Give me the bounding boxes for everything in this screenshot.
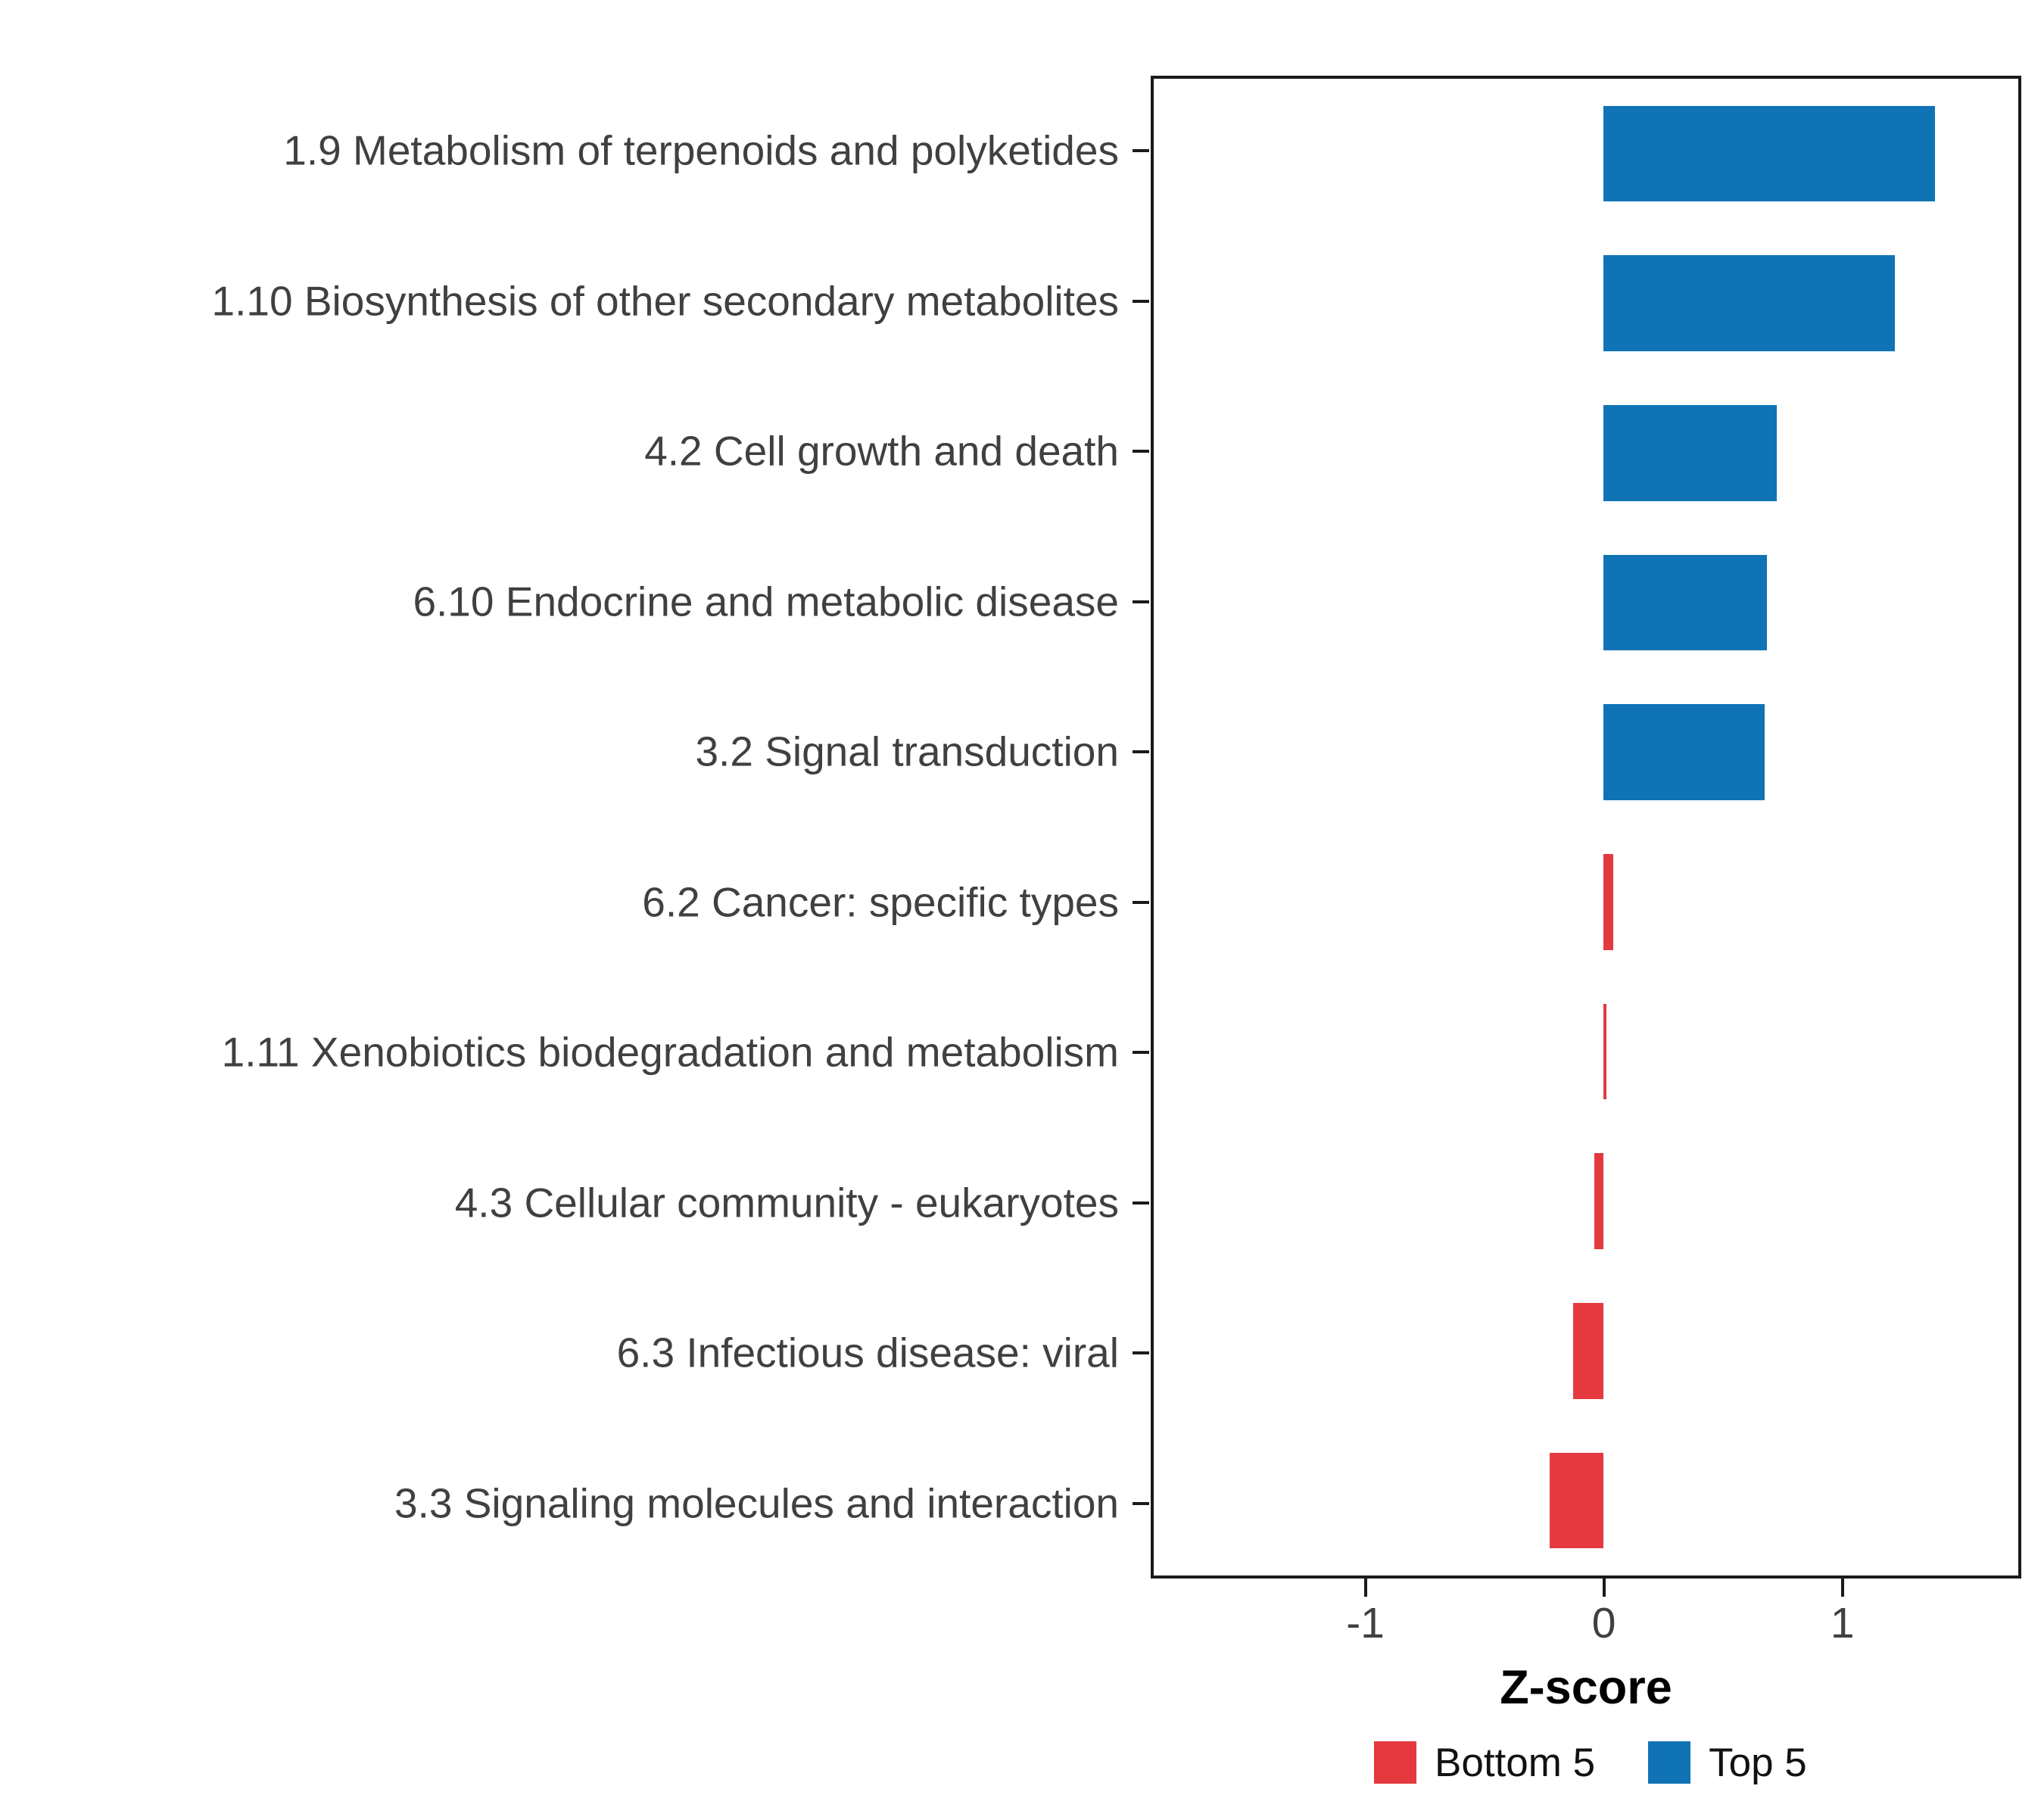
- y-axis-label: 1.9 Metabolism of terpenoids and polyket…: [283, 126, 1119, 174]
- y-axis-label: 6.3 Infectious disease: viral: [616, 1329, 1119, 1376]
- y-axis-label: 3.3 Signaling molecules and interaction: [394, 1479, 1119, 1527]
- legend-item-top5: Top 5: [1648, 1741, 1807, 1784]
- legend-item-bottom5: Bottom 5: [1374, 1741, 1595, 1784]
- x-axis-tick-labels: -1 0 1: [1151, 1602, 2021, 1655]
- bar: [1603, 404, 1777, 501]
- x-axis-tick: [1840, 1579, 1844, 1597]
- x-axis-title: Z-score: [1500, 1661, 1672, 1714]
- y-axis-tick: [1133, 299, 1149, 303]
- bar: [1603, 704, 1765, 800]
- y-axis-label: 3.2 Signal transduction: [695, 728, 1119, 775]
- y-axis-tick: [1133, 149, 1149, 153]
- legend-swatch-bottom5: [1374, 1741, 1416, 1784]
- y-axis-label: 6.10 Endocrine and metabolic disease: [413, 578, 1119, 625]
- y-axis-tick: [1133, 600, 1149, 603]
- y-axis-label: 4.2 Cell growth and death: [644, 427, 1119, 475]
- bars-layer: [1154, 79, 2018, 1575]
- y-axis-label: 4.3 Cellular community - eukaryotes: [454, 1179, 1119, 1226]
- bar: [1603, 255, 1896, 351]
- x-axis-tick: [1602, 1579, 1606, 1597]
- legend-swatch-top5: [1648, 1741, 1691, 1784]
- plot-panel: [1151, 76, 2021, 1579]
- bar: [1603, 554, 1768, 651]
- y-axis-tick: [1133, 1201, 1149, 1205]
- y-axis-labels: 1.9 Metabolism of terpenoids and polyket…: [0, 76, 1119, 1579]
- x-axis-ticks: [1151, 1579, 2021, 1597]
- x-axis-tick-label: 1: [1830, 1599, 1855, 1647]
- legend-label-top5: Top 5: [1709, 1740, 1807, 1785]
- y-axis-tick: [1133, 1051, 1149, 1055]
- bar: [1603, 105, 1936, 202]
- legend: Bottom 5 Top 5: [1374, 1741, 1807, 1784]
- legend-label-bottom5: Bottom 5: [1435, 1740, 1596, 1785]
- bar: [1549, 1452, 1604, 1549]
- y-axis-label: 1.11 Xenobiotics biodegradation and meta…: [221, 1028, 1119, 1076]
- x-axis-tick: [1363, 1579, 1367, 1597]
- x-axis-tick-label: -1: [1346, 1599, 1385, 1647]
- y-axis-ticks: [1133, 76, 1149, 1579]
- y-axis-tick: [1133, 1501, 1149, 1505]
- y-axis-tick: [1133, 900, 1149, 904]
- bar: [1603, 1003, 1606, 1100]
- bar: [1572, 1303, 1604, 1399]
- x-axis-tick-label: 0: [1591, 1599, 1616, 1647]
- bar: [1594, 1153, 1604, 1249]
- y-axis-tick: [1133, 750, 1149, 754]
- bar: [1603, 854, 1613, 950]
- y-axis-tick: [1133, 450, 1149, 453]
- y-axis-label: 1.10 Biosynthesis of other secondary met…: [211, 277, 1119, 325]
- y-axis-label: 6.2 Cancer: specific types: [642, 878, 1119, 926]
- y-axis-tick: [1133, 1351, 1149, 1355]
